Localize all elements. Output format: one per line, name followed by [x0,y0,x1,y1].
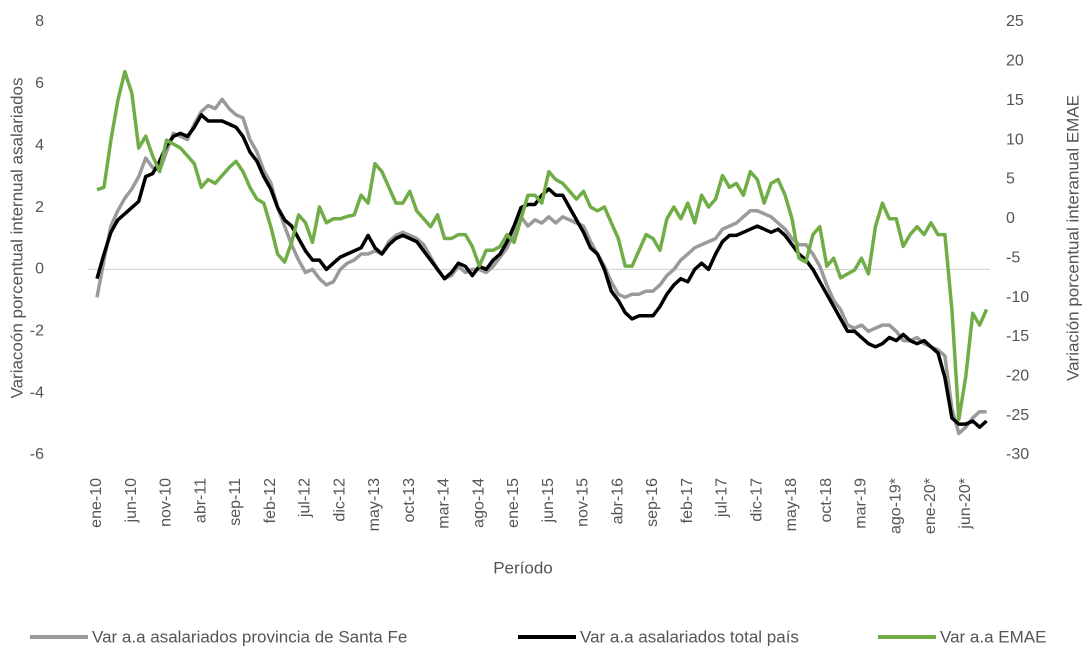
x-tick-label: ago-14 [470,478,487,528]
y2-tick-label: -5 [1006,249,1020,266]
y2-tick-label: 0 [1006,210,1015,227]
legend-label: Var a.a asalariados provincia de Santa F… [92,627,407,646]
x-tick-label: nov-10 [158,478,175,527]
x-tick-label: abr-11 [192,478,209,523]
x-tick-label: jul-17 [714,478,731,518]
data-line [96,69,989,422]
x-tick-label: ago-19* [887,478,904,534]
y-tick-label: 8 [35,13,44,30]
y2-tick-label: -25 [1006,407,1029,424]
y2-axis-title: Variación porcentual interanual EMAE [1063,95,1082,381]
y2-tick-label: 25 [1006,13,1024,30]
y-tick-label: -6 [30,446,44,463]
y-tick-label: -4 [30,384,44,401]
y-tick-label: 6 [35,75,44,92]
x-tick-label: dic-17 [748,478,765,522]
x-tick-label: feb-12 [262,478,279,523]
y2-tick-label: -30 [1006,446,1029,463]
y-tick-label: 4 [35,137,44,154]
x-tick-label: mar-19 [853,478,870,529]
x-tick-label: sep-16 [644,478,661,527]
x-tick-label: oct-18 [818,478,835,523]
x-tick-label: sep-11 [227,478,244,526]
y2-tick-label: 10 [1006,131,1024,148]
x-tick-label: dic-12 [331,478,348,522]
y-tick-label: 0 [35,261,44,278]
x-tick-label: jun-15 [540,478,557,524]
x-tick-label: ene-10 [88,478,105,528]
x-tick-label: may-18 [783,478,800,531]
x-tick-label: may-13 [366,478,383,531]
y2-tick-label: -10 [1006,289,1029,306]
legend-label: Var a.a asalariados total país [580,627,799,646]
legend-label: Var a.a EMAE [940,627,1046,646]
y-tick-label: -2 [30,323,44,340]
y2-tick-label: -20 [1006,367,1029,384]
x-tick-label: abr-16 [609,478,626,524]
x-tick-label: ene-20* [922,478,939,534]
y2-tick-label: 15 [1006,92,1024,109]
y2-tick-label: 5 [1006,171,1015,188]
x-axis-title: Período [493,558,553,577]
x-tick-label: oct-13 [401,478,418,523]
x-tick-label: jul-12 [297,478,314,518]
y-tick-label: 2 [35,199,44,216]
x-tick-label: jun-20* [957,478,974,530]
y-axis-title: Variacoón porcentual internual asalariad… [7,78,26,399]
x-tick-label: jun-10 [123,478,140,524]
x-tick-label: nov-15 [575,478,592,527]
y2-tick-label: 20 [1006,53,1024,70]
x-tick-label: feb-17 [679,478,696,523]
y2-tick-label: -15 [1006,328,1029,345]
x-tick-label: ene-15 [505,478,522,528]
data-line [95,97,987,436]
x-tick-label: mar-14 [436,478,453,529]
